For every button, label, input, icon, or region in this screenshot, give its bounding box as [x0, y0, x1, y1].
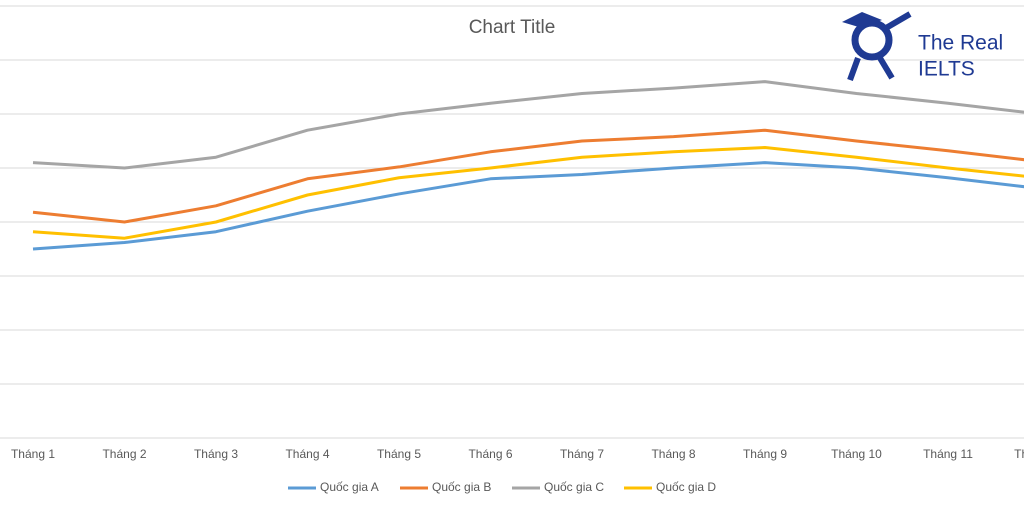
logo-text: IELTS: [918, 58, 975, 81]
series-line: [32, 80, 1024, 170]
x-tick-label: Tháng 4: [285, 447, 329, 461]
series-line: [32, 128, 1024, 224]
x-tick-label: Tháng 7: [560, 447, 604, 461]
logo-cap: [842, 12, 882, 28]
chart-title: Chart Title: [469, 17, 556, 38]
x-tick-label: Tháng 10: [831, 447, 882, 461]
series-line: [32, 161, 1024, 251]
logo: The Real IELTS: [842, 11, 1003, 82]
series-line: [32, 145, 1024, 240]
x-tick-label: Tháng 1: [11, 447, 55, 461]
legend-label: Quốc gia A: [320, 480, 379, 494]
x-tick-label: Tháng 3: [194, 447, 238, 461]
x-tick-label: Tháng 9: [743, 447, 787, 461]
x-tick-label: Tháng 2: [102, 447, 146, 461]
legend-label: Quốc gia D: [656, 480, 716, 494]
logo-text: The Real: [918, 32, 1003, 55]
x-tick-label: Tháng 5: [377, 447, 421, 461]
x-tick-label: Tháng 8: [651, 447, 695, 461]
x-tick-label: Tháng 12: [1014, 447, 1024, 461]
x-tick-label: Tháng 11: [923, 447, 973, 461]
legend-label: Quốc gia B: [432, 480, 491, 494]
legend-label: Quốc gia C: [544, 480, 604, 494]
logo-figure: [847, 11, 912, 82]
x-tick-label: Tháng 6: [468, 447, 512, 461]
